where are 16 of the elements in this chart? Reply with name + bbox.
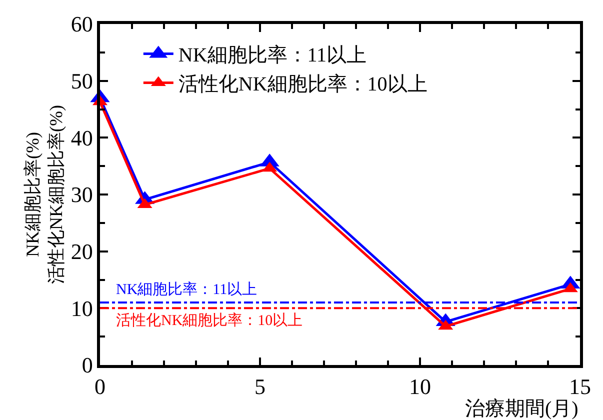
x-tick-label: 5 bbox=[254, 374, 266, 400]
y-tick-label: 10 bbox=[70, 296, 93, 321]
ref-line-label: NK細胞比率：11以上 bbox=[116, 281, 258, 298]
y-tick-label: 0 bbox=[82, 352, 93, 378]
y-tick-label: 50 bbox=[70, 68, 93, 94]
legend-label: 活性化NK細胞比率：10以上 bbox=[178, 74, 428, 96]
y-tick-label: 40 bbox=[70, 125, 93, 150]
legend-label: NK細胞比率：11以上 bbox=[178, 44, 367, 67]
x-tick-label: 15 bbox=[569, 374, 591, 400]
y-tick-label: 30 bbox=[70, 182, 93, 208]
x-axis-title: 治療期間(月) bbox=[465, 398, 578, 420]
y-axis-title: NK細胞比率(%) 活性化NK細胞比率(%) bbox=[22, 105, 66, 284]
y-tick-label: 60 bbox=[70, 12, 93, 37]
x-tick-label: 10 bbox=[409, 374, 431, 400]
ref-line-label: 活性化NK細胞比率：10以上 bbox=[116, 312, 303, 329]
y-tick-label: 20 bbox=[70, 239, 93, 264]
